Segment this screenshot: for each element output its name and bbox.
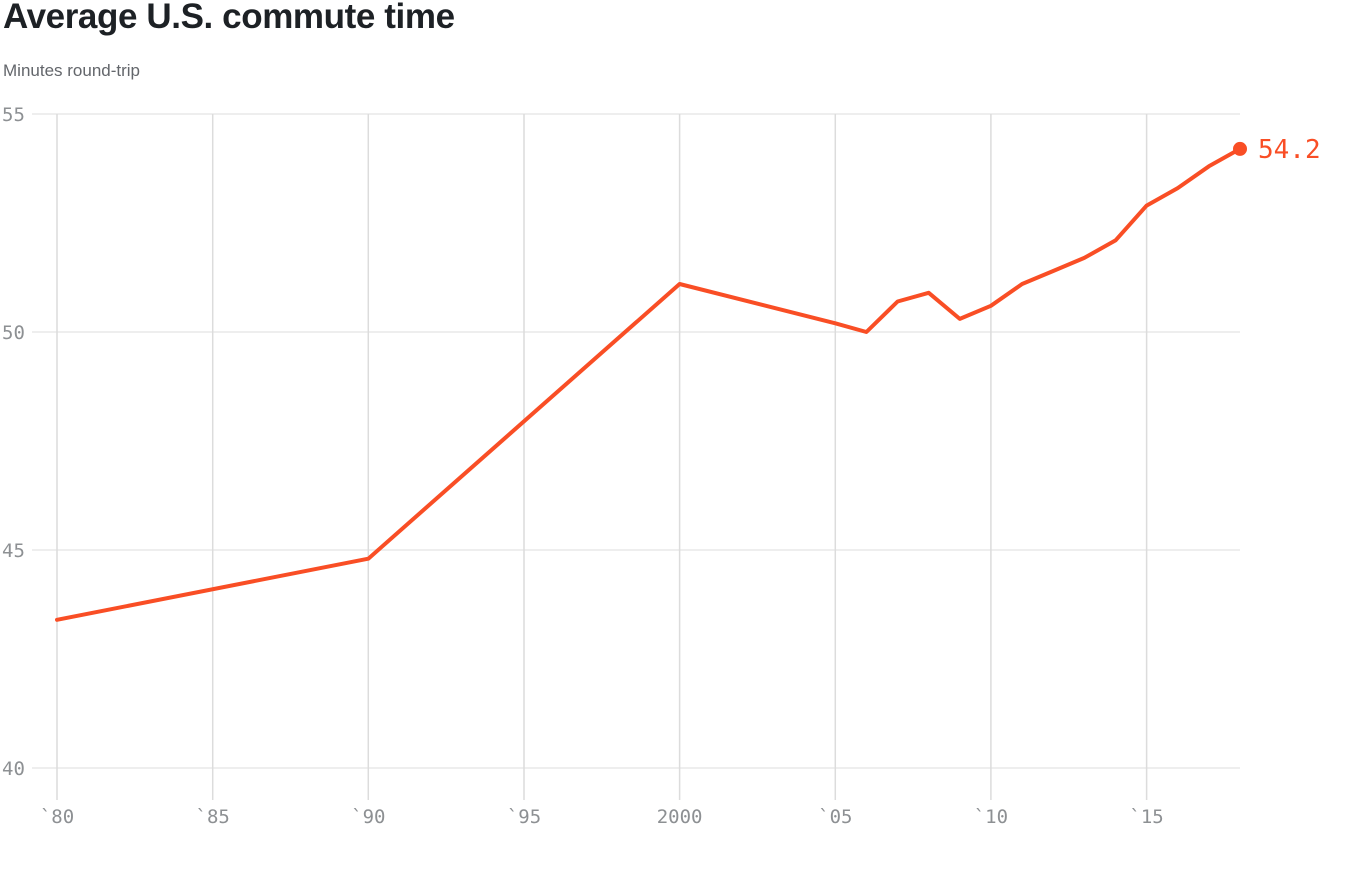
chart-title: Average U.S. commute time	[3, 0, 455, 36]
chart-subtitle: Minutes round-trip	[3, 61, 141, 80]
y-tick-label-40: 40	[2, 758, 25, 780]
x-tick-label-2010: `10	[974, 806, 1008, 828]
y-tick-label-45: 45	[2, 540, 25, 562]
x-tick-label-2005: `05	[818, 806, 852, 828]
x-tick-label-1985: `85	[196, 806, 230, 828]
commute-time-line	[55, 146, 1242, 622]
latest-point-marker	[1233, 141, 1247, 156]
y-tick-label-50: 50	[2, 322, 25, 344]
x-tick-label-1990: `90	[351, 806, 385, 828]
x-tick-label-2015: `15	[1129, 806, 1163, 828]
latest-value-label: 54.2	[1258, 135, 1321, 165]
y-tick-label-55: 55	[2, 104, 25, 126]
x-tick-label-1995: `95	[507, 806, 541, 828]
x-tick-label-2000: 2000	[657, 806, 703, 828]
x-tick-label-1980: `80	[40, 806, 74, 828]
